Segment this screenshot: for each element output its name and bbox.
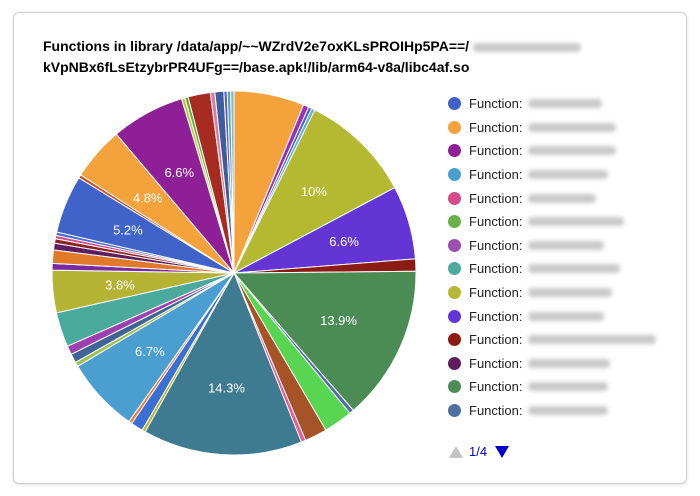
legend-item-label: Function: [469, 355, 523, 371]
legend-pager: 1/4 [449, 444, 510, 459]
redacted-text [528, 99, 603, 109]
legend-item-label: Function: [469, 190, 523, 206]
legend-page-indicator: 1/4 [469, 444, 488, 459]
legend-swatch-icon [448, 404, 461, 418]
redacted-text [528, 264, 621, 274]
legend-swatch-icon [448, 120, 461, 134]
legend-item[interactable]: Function: [448, 281, 678, 305]
chart-title: Functions in library /data/app/~~WZrdV2e… [43, 36, 643, 78]
legend-item[interactable]: Function: [448, 375, 678, 399]
legend-item-label: Function: [469, 261, 523, 277]
redacted-text [528, 382, 609, 392]
redacted-text [528, 146, 617, 156]
chart-title-text-1: Functions in library /data/app/~~WZrdV2e… [43, 38, 470, 54]
legend-item[interactable]: Function: [448, 186, 678, 210]
redacted-text [528, 335, 657, 345]
legend: Function: Function: Function: Function: Func… [448, 92, 678, 422]
legend-item[interactable]: Function: [448, 163, 678, 187]
legend-swatch-icon [448, 238, 461, 252]
legend-item[interactable]: Function: [448, 352, 678, 376]
redacted-text [528, 406, 609, 416]
legend-item-label: Function: [469, 214, 523, 230]
legend-item-label: Function: [469, 308, 523, 324]
legend-item[interactable]: Function: [448, 116, 678, 140]
redacted-text [528, 122, 617, 132]
legend-swatch-icon [448, 168, 461, 182]
legend-swatch-icon [448, 333, 461, 347]
legend-item-label: Function: [469, 119, 523, 135]
redacted-text [528, 170, 609, 180]
legend-item[interactable]: Function: [448, 210, 678, 234]
legend-item[interactable]: Function: [448, 234, 678, 258]
chart-title-line-2: kVpNBx6fLsEtzybrPR4UFg==/base.apk!/lib/a… [43, 59, 470, 75]
legend-item[interactable]: Function: [448, 92, 678, 116]
redacted-text [528, 358, 611, 368]
legend-swatch-icon [448, 97, 461, 111]
legend-item-label: Function: [469, 167, 523, 183]
redacted-text [528, 311, 605, 321]
legend-item[interactable]: Function: [448, 304, 678, 328]
legend-swatch-icon [448, 191, 461, 205]
previous-page-icon[interactable] [449, 445, 463, 458]
legend-swatch-icon [448, 356, 461, 370]
chart-title-line-1: Functions in library /data/app/~~WZrdV2e… [43, 36, 643, 57]
redacted-text [528, 217, 625, 227]
legend-item[interactable]: Function: [448, 139, 678, 163]
legend-item-label: Function: [469, 237, 523, 253]
legend-swatch-icon [448, 286, 461, 300]
legend-swatch-icon [448, 262, 461, 276]
legend-item-label: Function: [469, 285, 523, 301]
legend-item-label: Function: [469, 403, 523, 419]
next-page-icon[interactable] [495, 445, 510, 458]
legend-swatch-icon [448, 215, 461, 229]
redacted-text [472, 42, 581, 52]
legend-item-label: Function: [469, 96, 523, 112]
legend-item-label: Function: [469, 379, 523, 395]
redacted-text [528, 288, 613, 298]
legend-item[interactable]: Function: [448, 257, 678, 281]
legend-swatch-icon [448, 380, 461, 394]
legend-item[interactable]: Function: [448, 399, 678, 423]
redacted-text [528, 240, 605, 250]
legend-item-label: Function: [469, 143, 523, 159]
legend-swatch-icon [448, 144, 461, 158]
legend-item-label: Function: [469, 332, 523, 348]
legend-swatch-icon [448, 309, 461, 323]
redacted-text [528, 193, 597, 203]
legend-item[interactable]: Function: [448, 328, 678, 352]
